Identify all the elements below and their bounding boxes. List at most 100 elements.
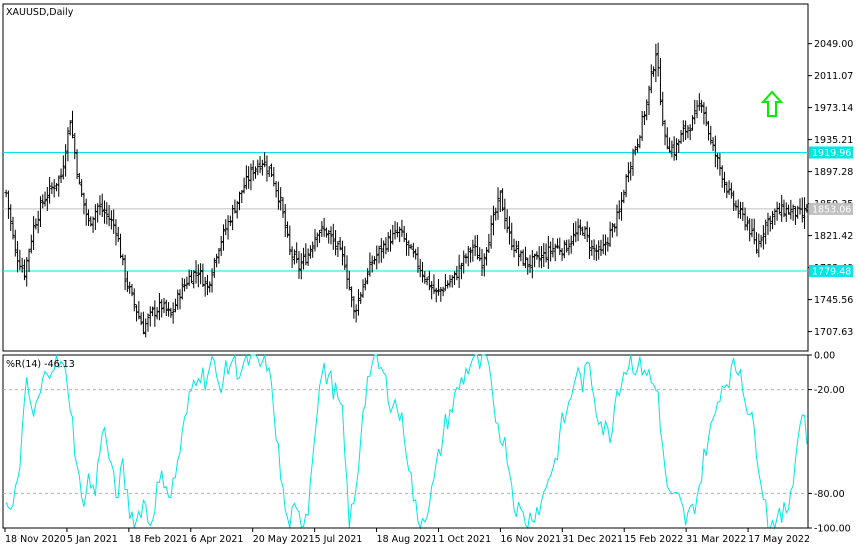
ohlc-bar: [624, 173, 628, 198]
ohlc-bar: [215, 253, 219, 268]
price-axis-label: 1897.28: [814, 167, 853, 178]
ohlc-bar: [462, 250, 466, 274]
ohlc-bar: [247, 166, 251, 189]
ohlc-bar: [274, 181, 278, 198]
ohlc-bar: [336, 241, 340, 258]
ohlc-bar: [494, 207, 498, 221]
indicator-title: %R(14) -46.13: [6, 359, 75, 370]
time-axis-label: 16 Nov 2021: [500, 534, 561, 545]
price-panel[interactable]: 2049.002011.071973.141935.211897.281859.…: [2, 3, 853, 352]
williams-r-panel[interactable]: 0.00 -20.00 -80.00 -100.00: [2, 351, 851, 535]
ohlc-bar: [594, 244, 598, 261]
ohlc-bar: [418, 259, 422, 278]
ohlc-bar: [384, 237, 388, 255]
ohlc-bar: [610, 222, 614, 238]
ohlc-bar: [526, 257, 530, 275]
ohlc-bar: [354, 304, 358, 323]
ohlc-bar: [770, 210, 775, 230]
price-axis-label: 1935.21: [814, 135, 853, 146]
ohlc-bar: [535, 251, 539, 260]
ohlc-bar: [507, 216, 512, 245]
level-label: 1779.48: [812, 266, 851, 277]
ohlc-bar: [340, 240, 345, 266]
ohlc-bar: [684, 120, 688, 141]
ohlc-bar: [414, 248, 418, 260]
ohlc-bar: [290, 246, 294, 269]
ohlc-bar: [379, 238, 383, 263]
ohlc-bar: [31, 216, 36, 250]
ohlc-bar: [544, 243, 548, 263]
ohlc-bar: [61, 155, 65, 180]
ohlc-bar: [441, 286, 445, 297]
ohlc-bar: [265, 155, 269, 182]
ohlc-bar: [640, 111, 644, 141]
ohlc-bar: [38, 196, 43, 227]
ohlc-bar: [553, 243, 557, 262]
ohlc-bar: [450, 275, 454, 288]
ohlc-bar: [656, 42, 660, 77]
ohlc-bar: [583, 226, 587, 240]
ohlc-bar: [249, 163, 253, 191]
ohlc-bar: [253, 166, 258, 179]
ohlc-bar: [52, 179, 56, 198]
ohlc-bar: [228, 215, 232, 226]
ohlc-bar: [267, 166, 271, 178]
ohlc-bar: [45, 186, 49, 211]
ohlc-bar: [704, 106, 708, 127]
ohlc-bar: [139, 312, 143, 326]
level-label: 1919.96: [812, 148, 851, 159]
indicator-axis-label: -80.00: [814, 489, 845, 500]
ohlc-bar: [802, 197, 807, 229]
ohlc-bar: [599, 239, 603, 257]
ohlc-bar: [144, 318, 148, 338]
up-arrow-icon: [760, 90, 784, 117]
ohlc-bar: [402, 225, 406, 243]
time-axis-label: 17 May 2022: [748, 534, 810, 545]
ohlc-bar: [521, 249, 525, 266]
ohlc-bar: [13, 229, 17, 257]
ohlc-bar: [738, 201, 743, 219]
ohlc-bar: [784, 202, 788, 222]
ohlc-bar: [551, 237, 555, 258]
ohlc-bar: [48, 176, 52, 204]
ohlc-bar: [434, 287, 438, 303]
ohlc-bar: [128, 281, 132, 294]
ohlc-bar: [443, 274, 447, 291]
ohlc-bar: [201, 263, 205, 287]
ohlc-bar: [500, 188, 505, 212]
ohlc-bar: [725, 181, 729, 199]
ohlc-bar: [448, 274, 452, 288]
ohlc-bar: [562, 240, 566, 259]
ohlc-bar: [176, 289, 180, 310]
ohlc-bar: [107, 204, 111, 227]
ohlc-bar: [516, 240, 521, 267]
ohlc-bar: [263, 152, 267, 168]
williams-r-line: [5, 353, 808, 530]
price-axis-label: 1973.14: [814, 103, 853, 114]
ohlc-bar: [219, 236, 223, 256]
ohlc-bar: [102, 200, 107, 224]
ohlc-bar: [185, 276, 189, 290]
ohlc-bar: [388, 229, 393, 252]
time-axis: 18 Nov 2020 5 Jan 2021 18 Feb 2021 6 Apr 20…: [3, 527, 810, 545]
ohlc-bar: [146, 313, 150, 332]
ohlc-bar: [212, 257, 216, 278]
ohlc-bar: [798, 198, 802, 215]
ohlc-bar: [192, 269, 196, 289]
ohlc-bar: [15, 241, 20, 273]
ohlc-bar: [189, 269, 194, 284]
ohlc-bar: [555, 238, 560, 249]
time-axis-label: 5 Jan 2021: [67, 534, 118, 545]
time-axis-label: 1 Oct 2021: [438, 534, 491, 545]
ohlc-bar: [693, 99, 697, 125]
ohlc-bar: [134, 304, 139, 322]
ohlc-bar: [41, 194, 45, 209]
ohlc-bar: [617, 200, 621, 220]
ohlc-bar: [549, 241, 553, 262]
ohlc-bar: [565, 239, 569, 253]
ohlc-bar: [157, 292, 162, 321]
ohlc-bar: [73, 132, 77, 160]
price-axis-label: 2011.07: [814, 71, 853, 82]
